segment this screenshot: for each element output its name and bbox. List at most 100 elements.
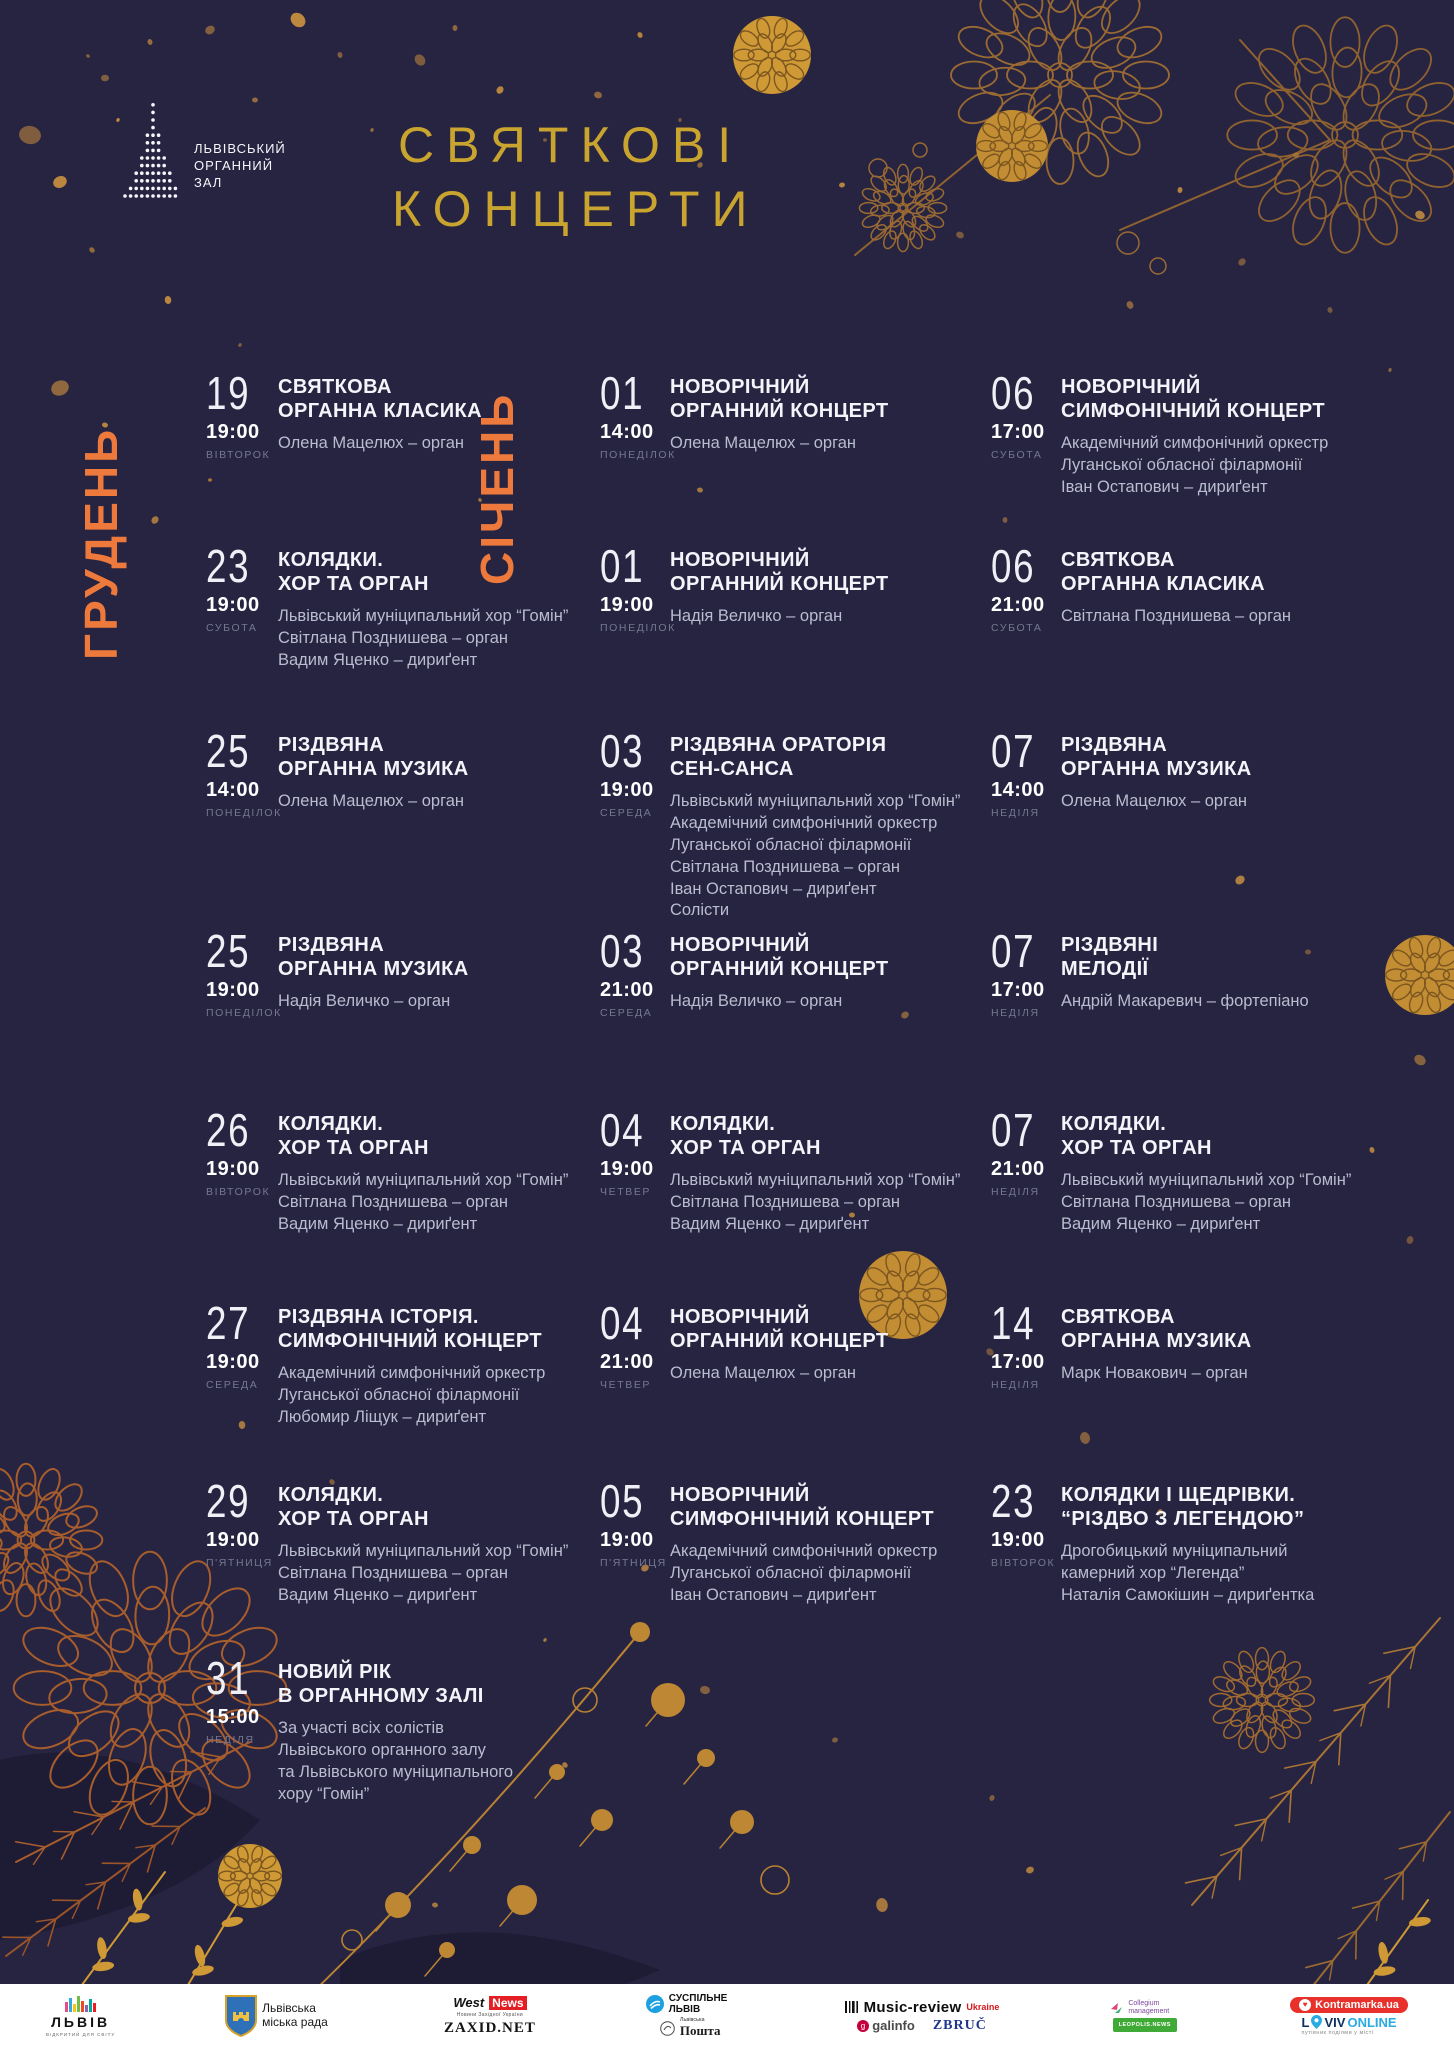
pinecone-scale xyxy=(1222,1695,1247,1711)
pinecone-scale xyxy=(870,204,890,217)
event-time: 14:00 xyxy=(600,421,654,443)
paint-splatter xyxy=(164,296,172,304)
berry-icon xyxy=(760,1865,790,1895)
event-date: 07 xyxy=(991,725,1036,777)
music-review-ukraine-label: Ukraine xyxy=(966,2002,1000,2012)
event-title: КОЛЯДКИ. ХОР ТА ОРГАН xyxy=(1061,1113,1212,1160)
pinecone-scale xyxy=(24,1542,49,1574)
pinecone-icon xyxy=(897,202,909,214)
event-date-block: 06 21:00 СУБОТА xyxy=(991,540,1061,634)
event-text-block: НОВОРІЧНИЙ СИМФОНІЧНИЙ КОНЦЕРТ Академічний… xyxy=(670,1483,1000,1607)
pinecone-scale xyxy=(1423,976,1441,998)
paint-splatter xyxy=(337,52,343,58)
pinecone-scale xyxy=(906,1287,931,1303)
pinecone-scale xyxy=(876,214,894,231)
westnews-tagline: Новини Західної України xyxy=(456,2012,524,2018)
event-date: 03 xyxy=(600,925,645,977)
pinecone-scale xyxy=(1239,1665,1257,1687)
branch-line xyxy=(1211,1875,1218,1899)
event-date: 01 xyxy=(600,540,645,592)
pinecone-scale xyxy=(1116,25,1163,59)
pinecone-scale xyxy=(1101,116,1141,156)
event-weekday: ПОНЕДІЛОК xyxy=(600,449,676,461)
pinecone-scale xyxy=(1082,94,1123,134)
pinecone-scale xyxy=(1329,202,1361,254)
pinecone-scale xyxy=(1292,24,1327,74)
pinecone-scale xyxy=(22,1709,80,1750)
event-title: КОЛЯДКИ. ХОР ТА ОРГАН xyxy=(278,1113,429,1160)
pinecone-scale xyxy=(889,188,905,207)
paint-splatter xyxy=(496,86,504,94)
zbruc-label: ZBRUČ xyxy=(932,2017,987,2033)
pinecone-icon xyxy=(1331,121,1359,149)
pinecone-scale xyxy=(914,192,934,206)
event-date-block: 04 19:00 ЧЕТВЕР xyxy=(600,1104,670,1198)
pinecone-scale xyxy=(982,123,1000,139)
pinecone-scale xyxy=(1076,131,1110,178)
pinecone-scale xyxy=(0,1489,18,1521)
pinecone-scale xyxy=(249,1877,263,1894)
logo-lviv-city: ЛЬВІВ ВІДКРИТИЙ ДЛЯ СВІТУ xyxy=(46,1995,115,2037)
pinecone-scale xyxy=(886,1270,905,1293)
event-time: 19:00 xyxy=(600,779,654,801)
pinecone-scale xyxy=(1226,1679,1249,1696)
branch-line xyxy=(1119,139,1331,231)
pinecone-scale xyxy=(1212,1676,1236,1693)
gold-leaf xyxy=(221,1916,244,1927)
pinecone-scale xyxy=(0,1468,15,1501)
branch-line xyxy=(52,1830,76,1833)
pinecone-scale xyxy=(251,1845,264,1863)
event-weekday: ВІВТОРОК xyxy=(206,449,271,461)
pinecone-scale xyxy=(36,1491,63,1522)
branch-line xyxy=(1319,1732,1342,1742)
event-text-block: РІЗДВЯНА ОРГАННА МУЗИКА Олена Мацелюх – ор… xyxy=(278,733,608,813)
pinecone-scale xyxy=(950,60,998,90)
poshta-label: Пошта xyxy=(679,2023,721,2038)
branch-line xyxy=(73,1810,105,1818)
pinecone-scale xyxy=(1254,1646,1270,1671)
gold-pinecone-icon xyxy=(976,110,1048,182)
gold-leaf xyxy=(1408,1916,1431,1927)
event-text-block: НОВОРІЧНИЙ ОРГАННИЙ КОНЦЕРТ Надія Величко … xyxy=(670,933,1000,1013)
branch-line xyxy=(1375,1900,1381,1922)
pinecone-scale xyxy=(979,0,1019,34)
logo-kontramarka-lvivonline: ♥ Kontramarka.ua L VIV ONLINE путівник п… xyxy=(1290,1996,1408,2036)
paint-splatter xyxy=(370,128,374,132)
branch-line xyxy=(1337,1732,1342,1766)
pinecone-scale xyxy=(48,1677,108,1715)
paint-splatter xyxy=(700,1685,710,1695)
pinecone-scale xyxy=(997,111,1011,132)
pinecone-scale xyxy=(1093,70,1141,100)
pinecone-scale xyxy=(1442,968,1454,982)
event-date: 25 xyxy=(206,925,251,977)
pinecone-scale xyxy=(1310,139,1348,187)
pinecone-scale xyxy=(1409,952,1427,974)
event-date-block: 25 14:00 ПОНЕДІЛОК xyxy=(206,728,280,819)
kontramarka-label: Kontramarka.ua xyxy=(1315,1998,1399,2011)
pinecone-scale xyxy=(889,209,905,228)
branch-line xyxy=(579,1819,603,1847)
paint-splatter xyxy=(594,91,602,99)
pinecone-scale xyxy=(875,1287,900,1303)
pinecone-scale xyxy=(909,230,924,250)
pinecone-scale xyxy=(882,230,897,250)
pinecone-icon xyxy=(1047,62,1073,88)
event-date: 04 xyxy=(600,1104,645,1156)
event-date: 06 xyxy=(991,540,1036,592)
pinecone-scale xyxy=(1116,91,1163,125)
pinecone-scale xyxy=(1012,3,1048,48)
paint-splatter xyxy=(151,516,159,524)
pinecone-scale xyxy=(82,1670,143,1706)
paint-splatter xyxy=(238,343,242,347)
paint-splatter xyxy=(1080,1432,1090,1444)
logo-suspilne-poshta: СУСПІЛЬНЕ ЛЬВІВ Львівська Пошта xyxy=(645,1993,735,2039)
pinecone-scale xyxy=(1238,1650,1255,1674)
pinecone-scale xyxy=(65,1551,98,1575)
pinecone-scale xyxy=(789,48,811,62)
gold-leaf xyxy=(97,1937,107,1959)
pinecone-scale xyxy=(1391,983,1412,1001)
event-weekday: НЕДІЛЯ xyxy=(991,1007,1040,1019)
gold-leaf xyxy=(132,1888,143,1911)
branch-line xyxy=(1337,1930,1357,1940)
pinecone-scale xyxy=(1254,1729,1270,1754)
